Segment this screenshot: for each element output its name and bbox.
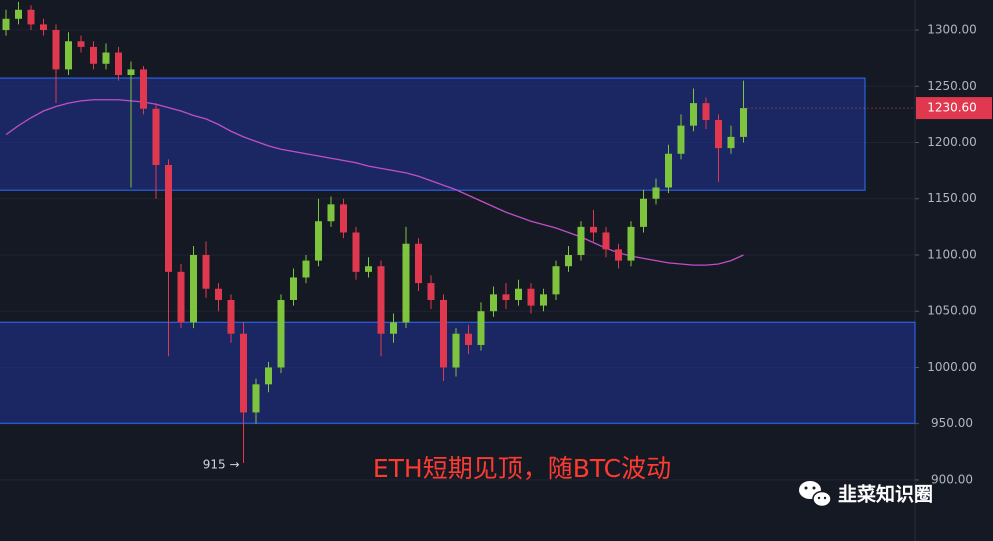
candle-body — [702, 103, 710, 121]
candle-body — [202, 254, 210, 289]
candle-body — [240, 333, 247, 413]
candle-body — [565, 254, 572, 267]
candle-body — [77, 41, 85, 47]
last-price-label: 1230.60 — [927, 101, 977, 115]
candle-body — [152, 108, 160, 165]
annotation: 915 → — [203, 458, 240, 472]
caption: ETH短期见顶，随BTC波动 — [373, 454, 671, 483]
y-tick-label: 950.00 — [931, 416, 973, 430]
wechat-icon — [799, 481, 832, 508]
candle-body — [340, 204, 347, 233]
y-tick-label: 1300.00 — [927, 23, 977, 37]
candle-body — [277, 299, 285, 368]
candle-body — [677, 125, 685, 154]
candle-body — [727, 136, 735, 149]
candle-body — [252, 384, 260, 413]
y-tick-label: 1100.00 — [927, 247, 977, 261]
candle-body — [227, 299, 235, 334]
plot-area — [0, 1, 916, 481]
candle-body — [15, 9, 22, 19]
y-tick-label: 900.00 — [931, 472, 973, 486]
candle-body — [665, 153, 672, 188]
watermark: 韭菜知识圈 — [838, 483, 933, 506]
candle-body — [640, 198, 647, 227]
candle-body — [527, 288, 535, 306]
candle-body — [540, 294, 547, 306]
candle-body — [552, 266, 560, 295]
candle-body — [352, 232, 360, 272]
candle-body — [40, 24, 47, 31]
candle-body — [515, 288, 522, 300]
price-zone — [0, 77, 866, 191]
candle-body — [52, 30, 60, 70]
candle-body — [740, 108, 747, 137]
candle-body — [2, 18, 10, 31]
candle-body — [477, 311, 485, 345]
candle-body — [402, 243, 410, 323]
candle-body — [502, 294, 510, 300]
candle-body — [190, 254, 197, 323]
candle-body — [427, 283, 435, 300]
candle-body — [302, 260, 310, 278]
candle-body — [90, 46, 97, 64]
candle-body — [415, 243, 422, 284]
candle-body — [465, 333, 472, 345]
candle-body — [440, 299, 447, 368]
candle-body — [65, 41, 72, 70]
candle-body — [377, 266, 385, 334]
y-tick-label: 1150.00 — [927, 191, 977, 205]
y-tick-label: 1050.00 — [927, 304, 977, 318]
y-tick-label: 1200.00 — [927, 135, 977, 149]
candle-body — [215, 288, 222, 300]
candle-body — [115, 52, 122, 76]
y-tick-label: 1000.00 — [927, 360, 977, 374]
candle-body — [577, 226, 585, 255]
candle-body — [140, 69, 147, 109]
candle-body — [315, 221, 322, 261]
y-tick-label: 1250.00 — [927, 79, 977, 93]
candle-body — [127, 69, 135, 76]
candle-body — [365, 266, 372, 272]
last-price-box — [916, 97, 992, 120]
candle-body — [590, 226, 597, 233]
candle-body — [602, 232, 610, 250]
candle-body — [290, 277, 297, 300]
candle-body — [390, 322, 397, 334]
candle-body — [102, 52, 110, 64]
candle-body — [652, 187, 660, 199]
candle-body — [27, 9, 35, 25]
candle-body — [490, 294, 497, 312]
candle-body — [165, 164, 172, 272]
candle-body — [327, 204, 335, 222]
candle-body — [615, 249, 622, 261]
candle-body — [265, 367, 272, 385]
candle-body — [177, 271, 185, 323]
candle-body — [715, 120, 722, 149]
candle-body — [452, 333, 460, 368]
candle-body — [627, 226, 635, 261]
candle-body — [690, 103, 697, 126]
